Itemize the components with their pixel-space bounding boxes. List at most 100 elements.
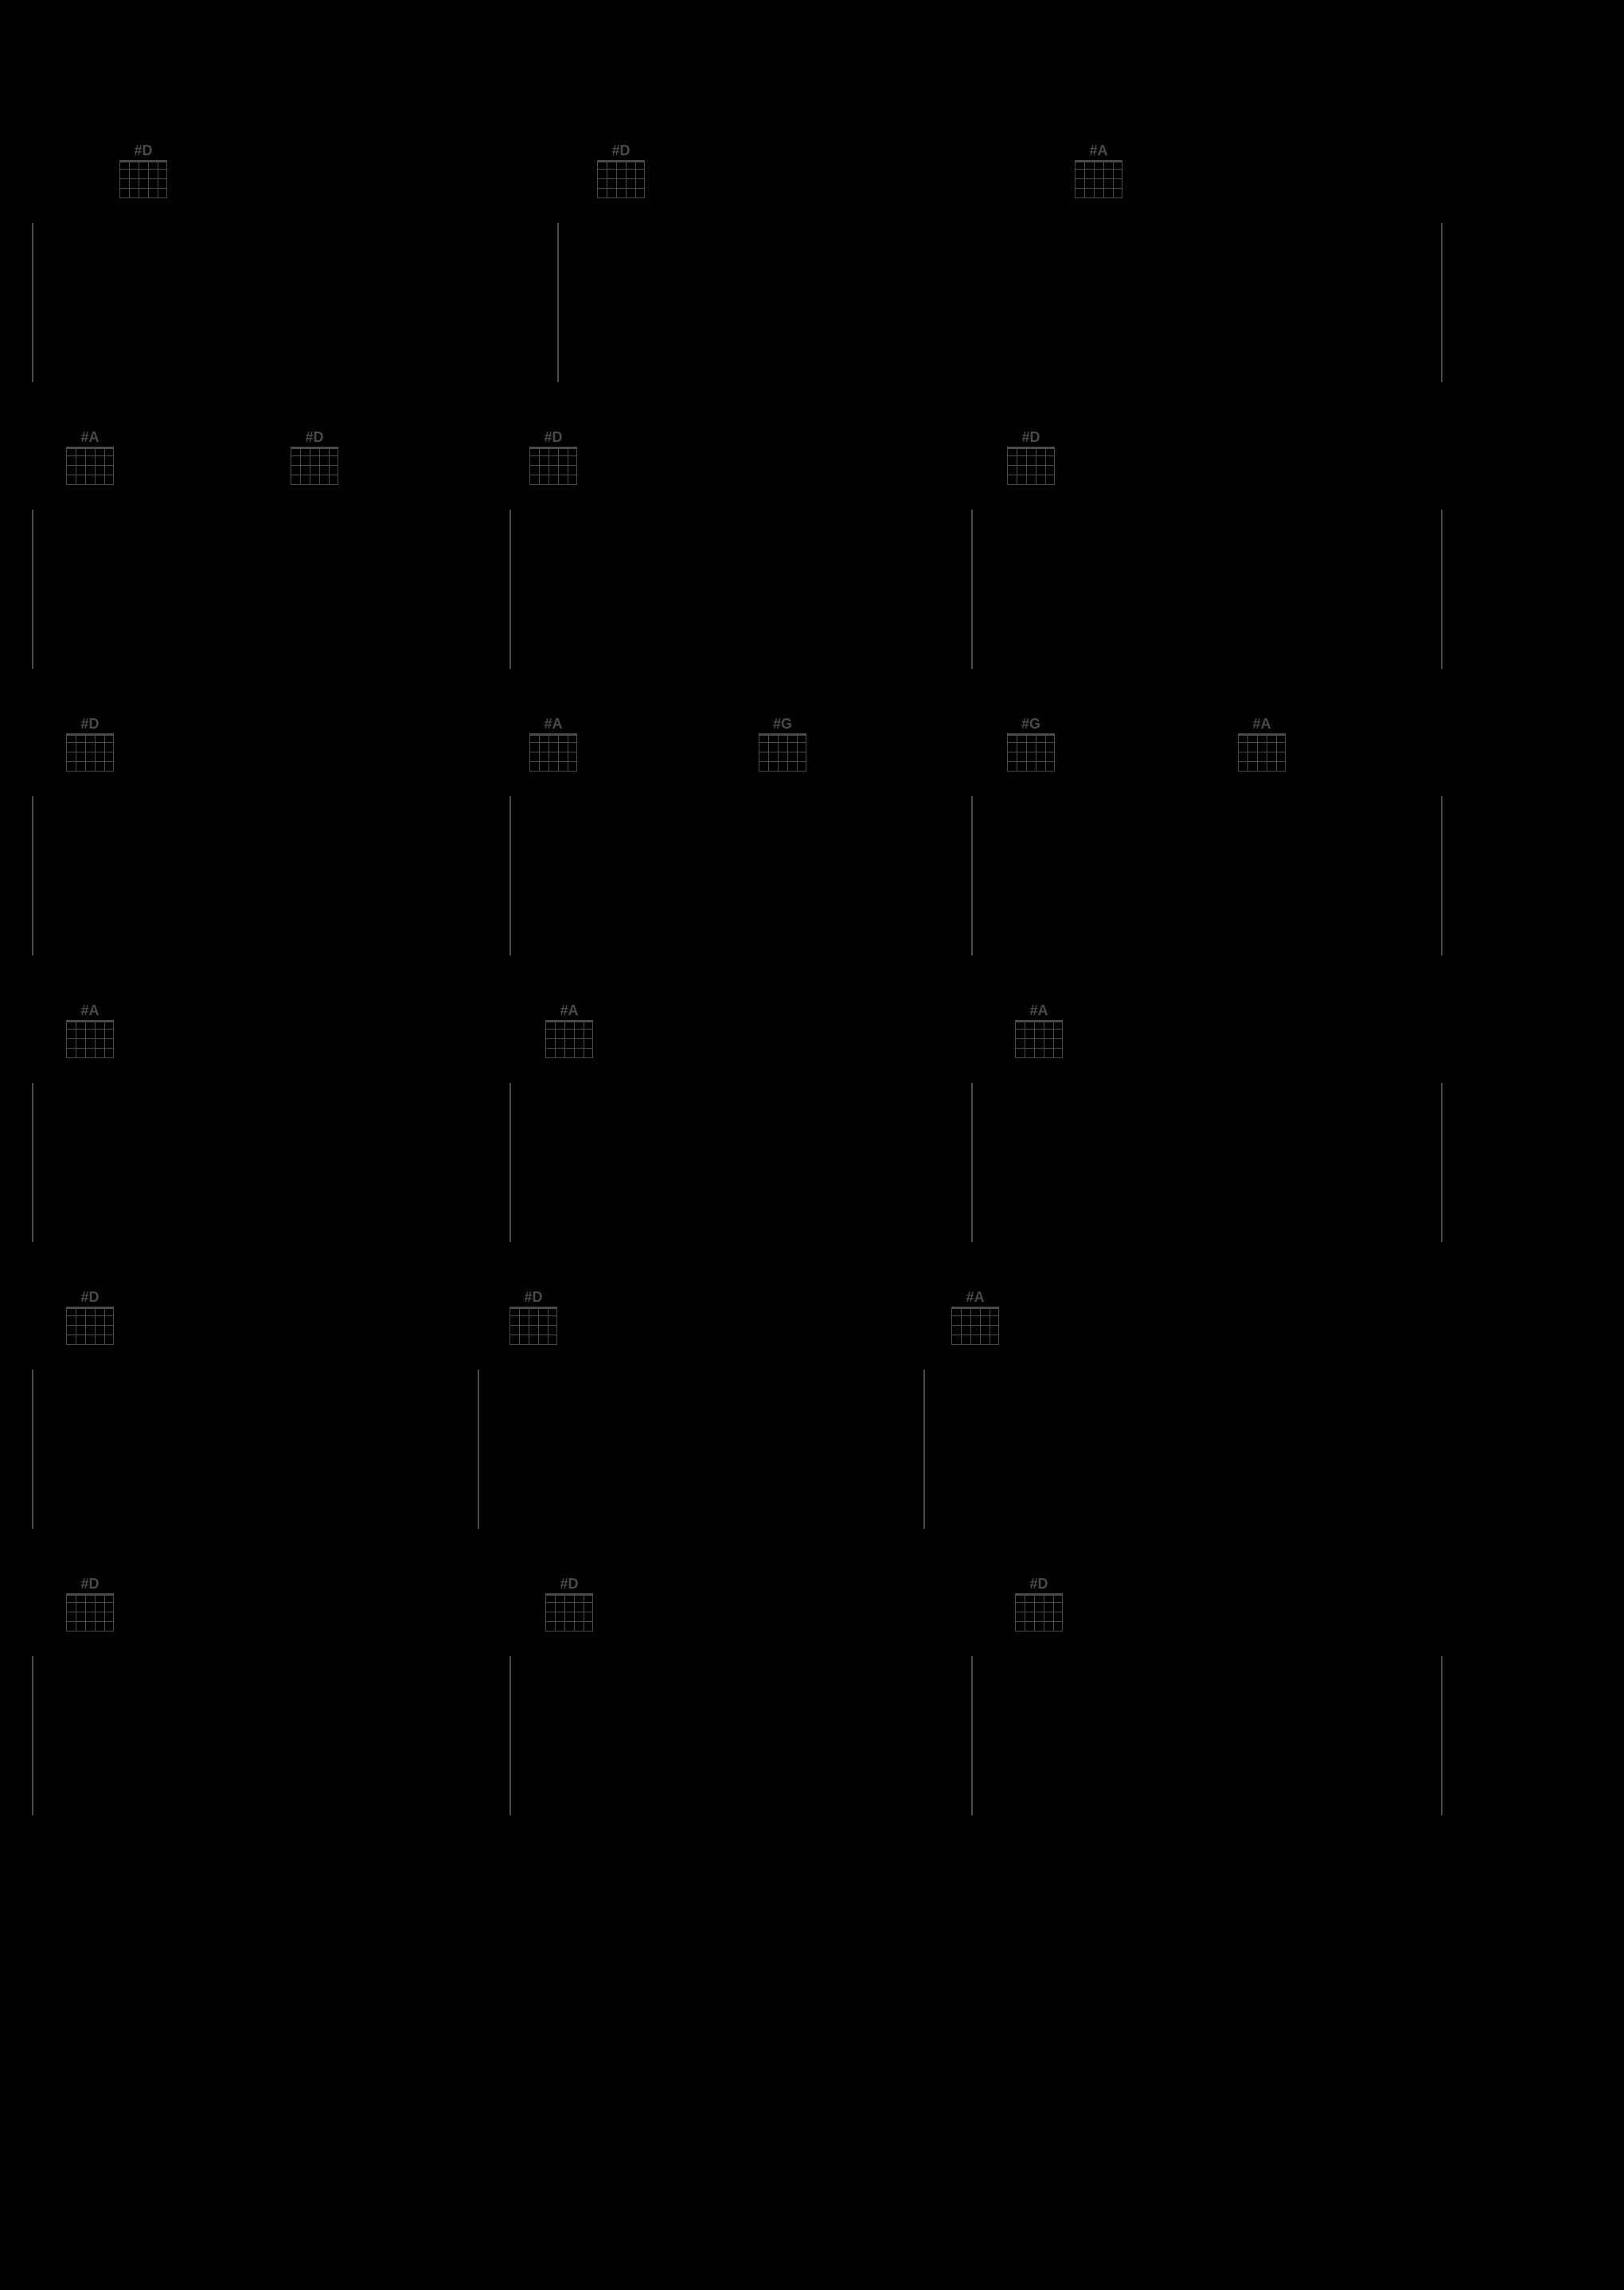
- barline: [32, 223, 33, 382]
- chord-string-line: [545, 1020, 546, 1058]
- barline: [509, 1083, 511, 1242]
- chord-nut: [545, 1020, 593, 1022]
- chord-diagram: #D: [66, 717, 114, 772]
- chord-diagram: #A: [1015, 1003, 1063, 1058]
- chord-fret-line: [66, 1621, 114, 1622]
- chord-label: #A: [80, 430, 99, 444]
- chord-string-line: [66, 447, 67, 485]
- chord-fret-line: [529, 771, 577, 772]
- chord-string-line: [148, 160, 149, 198]
- chord-string-line: [980, 1307, 981, 1345]
- chord-string-line: [592, 1020, 593, 1058]
- chord-fret-line: [545, 1038, 593, 1039]
- chord-label: #A: [80, 1003, 99, 1018]
- chord-nut: [66, 1307, 114, 1309]
- chord-string-line: [778, 733, 779, 772]
- chord-nut: [1238, 733, 1286, 736]
- chord-fret-line: [1015, 1621, 1063, 1622]
- chord-fret-line: [1015, 1602, 1063, 1603]
- chord-grid: [1007, 733, 1055, 772]
- chord-label: #D: [305, 430, 323, 444]
- chord-string-line: [85, 1307, 86, 1345]
- chord-string-line: [1026, 733, 1027, 772]
- chord-string-line: [529, 447, 530, 485]
- chord-fret-line: [545, 1621, 593, 1622]
- chord-label: #D: [1021, 430, 1040, 444]
- chord-string-line: [768, 733, 769, 772]
- barline: [32, 796, 33, 955]
- chord-string-line: [574, 1020, 575, 1058]
- chord-fret-line: [1015, 1631, 1063, 1632]
- chord-fret-line: [66, 1631, 114, 1632]
- chord-fret-line: [1007, 484, 1055, 485]
- chord-fret-line: [1015, 1029, 1063, 1030]
- chord-diagram: #G: [1007, 717, 1055, 772]
- chord-fret-line: [66, 1315, 114, 1316]
- chord-fret-line: [509, 1315, 557, 1316]
- chord-string-line: [1094, 160, 1095, 198]
- chord-fret-line: [545, 1029, 593, 1030]
- barline: [971, 796, 973, 955]
- chord-grid: [119, 160, 167, 198]
- chord-nut: [1015, 1020, 1063, 1022]
- chord-fret-line: [509, 1344, 557, 1345]
- chord-nut: [1007, 447, 1055, 449]
- chord-fret-line: [597, 178, 645, 179]
- chord-fret-line: [291, 455, 338, 456]
- chord-fret-line: [291, 484, 338, 485]
- chord-diagram: #D: [119, 143, 167, 198]
- chord-fret-line: [119, 188, 167, 189]
- chord-string-line: [66, 1307, 67, 1345]
- barline: [557, 223, 559, 382]
- chord-grid: [1075, 160, 1122, 198]
- chord-string-line: [1007, 733, 1008, 772]
- chord-string-line: [1276, 733, 1277, 772]
- chord-grid: [1238, 733, 1286, 772]
- barline: [478, 1370, 479, 1529]
- chord-string-line: [564, 1593, 565, 1632]
- chord-nut: [545, 1593, 593, 1596]
- chord-fret-line: [1007, 465, 1055, 466]
- chord-fret-line: [545, 1048, 593, 1049]
- chord-string-line: [548, 447, 549, 485]
- chord-string-line: [797, 733, 798, 772]
- chord-string-line: [558, 447, 559, 485]
- chord-string-line: [1053, 1020, 1054, 1058]
- chord-string-line: [998, 1307, 999, 1345]
- chord-string-line: [548, 733, 549, 772]
- chord-diagram: #D: [66, 1577, 114, 1632]
- chord-string-line: [1045, 733, 1046, 772]
- chord-fret-line: [66, 465, 114, 466]
- chord-string-line: [95, 1020, 96, 1058]
- chord-fret-line: [545, 1057, 593, 1058]
- chord-grid: [545, 1593, 593, 1632]
- chord-grid: [1007, 447, 1055, 485]
- chord-string-line: [616, 160, 617, 198]
- chord-string-line: [113, 733, 114, 772]
- chord-string-line: [555, 1593, 556, 1632]
- chord-nut: [119, 160, 167, 162]
- barline: [971, 510, 973, 669]
- chord-string-line: [1113, 160, 1114, 198]
- chord-string-line: [1007, 447, 1008, 485]
- chord-string-line: [635, 160, 636, 198]
- chord-string-line: [66, 1593, 67, 1632]
- chord-string-line: [1054, 733, 1055, 772]
- chord-label: #A: [544, 717, 562, 731]
- chord-diagram: #A: [66, 1003, 114, 1058]
- chord-fret-line: [1015, 1048, 1063, 1049]
- chord-nut: [66, 447, 114, 449]
- chord-diagram: #D: [1015, 1577, 1063, 1632]
- chord-fret-line: [1075, 178, 1122, 179]
- chord-grid: [66, 1307, 114, 1345]
- chord-diagram: #A: [1238, 717, 1286, 772]
- barline: [32, 1656, 33, 1815]
- chord-fret-line: [1075, 197, 1122, 198]
- chord-fret-line: [1007, 771, 1055, 772]
- chord-string-line: [951, 1307, 952, 1345]
- chord-diagram: #A: [66, 430, 114, 485]
- chord-label: #A: [1089, 143, 1107, 158]
- chord-string-line: [104, 1593, 105, 1632]
- chord-string-line: [539, 733, 540, 772]
- chord-grid: [66, 733, 114, 772]
